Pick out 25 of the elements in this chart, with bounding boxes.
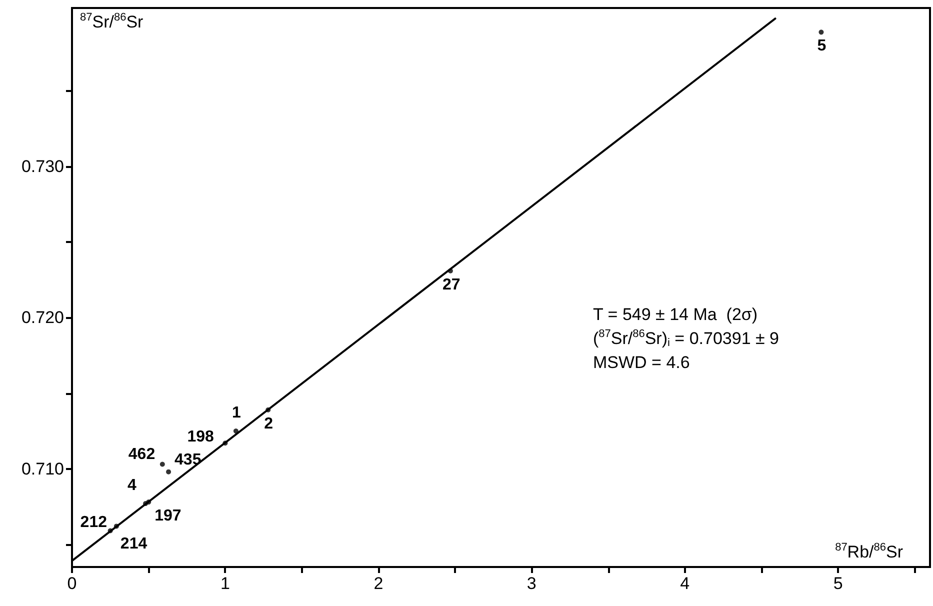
y-tick-label: 0.730: [21, 157, 64, 176]
annotation: 5: [817, 38, 826, 55]
annotation: 214: [120, 536, 148, 553]
x-tick-label: 3: [526, 574, 536, 593]
x-tick-label: 2: [374, 574, 384, 593]
annotation: 1: [232, 404, 241, 422]
annotation: 198: [187, 428, 214, 446]
annotation: 197: [154, 508, 182, 525]
annotation: 462: [128, 446, 156, 463]
x-tick-label: 0: [67, 574, 77, 593]
annotation: 4: [128, 477, 137, 494]
x-tick-label: 4: [680, 574, 690, 593]
annotation: MSWD = 4.6: [593, 353, 690, 372]
annotation: 27: [442, 276, 460, 294]
annotation: 212: [80, 514, 108, 532]
x-tick-label: 1: [220, 574, 230, 593]
y-tick-label: 0.720: [21, 308, 64, 328]
y-tick-label: 0.710: [21, 459, 64, 478]
point: [166, 469, 172, 474]
x-tick-label: 5: [833, 574, 843, 593]
point: [233, 428, 238, 434]
point: [160, 462, 165, 467]
annotation: 2: [264, 415, 274, 432]
annotation: T = 549 ± 14 Ma (2σ): [593, 305, 758, 324]
point: [818, 30, 824, 35]
